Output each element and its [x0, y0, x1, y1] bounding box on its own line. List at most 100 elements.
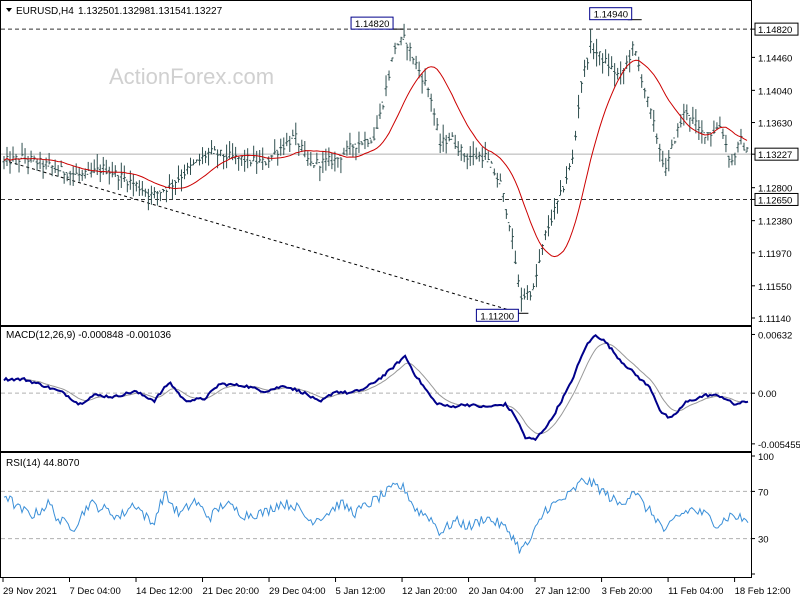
rsi-tick-label: 30 — [758, 535, 769, 546]
dropdown-arrow-icon — [6, 8, 12, 12]
annotation-label: 1.14820 — [355, 19, 389, 30]
price-bar — [264, 161, 268, 166]
price-bar — [396, 43, 400, 46]
price-bar — [345, 140, 349, 156]
price-tick-label: 1.14040 — [758, 86, 792, 97]
price-bar — [348, 132, 352, 155]
price-bar — [285, 132, 289, 147]
price-bar — [219, 149, 223, 157]
price-bar — [161, 188, 165, 193]
price-bar — [170, 179, 174, 200]
price-bar — [513, 250, 517, 265]
price-bar — [321, 150, 325, 174]
price-bar — [586, 57, 590, 70]
price-bar — [628, 49, 632, 73]
price-bar — [646, 96, 650, 108]
price-bar — [441, 124, 445, 152]
price-bars — [2, 23, 749, 312]
price-tick-label: 1.14460 — [758, 53, 792, 64]
price-bar — [252, 145, 256, 162]
time-axis: 29 Nov 2021 7 Dec 04:00 14 Dec 12:00 21 Dec… — [2, 578, 791, 597]
price-bar — [71, 166, 75, 186]
price-bar — [125, 179, 129, 193]
macd-main-line — [3, 334, 749, 442]
price-bar — [207, 147, 211, 166]
price-bar — [658, 143, 662, 162]
price-bar — [459, 144, 463, 161]
macd-axis: 0.00632 0.00 -0.005455 — [751, 330, 800, 451]
price-tick-label: 1.14820 — [758, 25, 792, 36]
price-bar — [426, 87, 430, 98]
annotation-label: 1.14940 — [594, 10, 628, 21]
price-tick-label: 1.12800 — [758, 184, 792, 195]
price-bar — [571, 149, 575, 164]
time-label: 3 Feb 20:00 — [602, 586, 653, 597]
price-bar — [736, 141, 740, 153]
price-bar — [185, 162, 189, 175]
time-label: 7 Dec 04:00 — [70, 586, 121, 597]
watermark: ActionForex.com — [109, 64, 274, 89]
price-bar — [742, 142, 746, 151]
price-bar — [501, 193, 505, 202]
price-bar — [525, 285, 529, 300]
price-bar — [682, 103, 686, 126]
price-bar — [354, 143, 358, 161]
price-bar — [360, 141, 364, 146]
price-bar — [730, 154, 734, 166]
price-bar — [384, 75, 388, 97]
price-bar — [507, 222, 511, 232]
price-bar — [225, 144, 229, 169]
price-bar — [107, 166, 111, 185]
price-tick-label: 1.13227 — [758, 150, 792, 161]
price-bar — [143, 188, 147, 197]
price-tick-label: 1.12380 — [758, 217, 792, 228]
price-bar — [167, 174, 171, 190]
annotation-box — [350, 16, 394, 30]
price-bar — [498, 173, 502, 185]
price-bar — [131, 174, 135, 197]
price-annotation: 1.14820 — [350, 16, 404, 30]
symbol-label: EURUSD,H4 — [16, 6, 74, 17]
price-bar — [483, 141, 487, 160]
price-bar — [580, 81, 584, 93]
price-bar — [462, 152, 466, 163]
price-bar — [637, 56, 641, 72]
price-bar — [700, 120, 704, 144]
price-bar — [411, 56, 415, 65]
price-tick-label: 1.11970 — [758, 249, 792, 260]
price-bar — [288, 135, 292, 152]
price-bar — [152, 187, 156, 199]
price-bar — [465, 153, 469, 170]
price-tick-box — [754, 22, 799, 36]
price-bar — [41, 160, 45, 179]
price-bar — [372, 127, 376, 141]
price-bar — [294, 122, 298, 146]
price-tick-label: 1.11550 — [758, 282, 792, 293]
price-bar — [432, 108, 436, 126]
rsi-tick-label: 70 — [758, 487, 769, 498]
price-bar — [549, 209, 553, 226]
price-bar — [715, 122, 719, 131]
price-bar — [399, 36, 403, 46]
price-bar — [234, 146, 238, 165]
price-bar — [694, 109, 698, 134]
price-bar — [510, 228, 514, 250]
price-bar — [204, 150, 208, 164]
ma-path — [3, 59, 748, 258]
price-bar — [583, 59, 587, 77]
price-bar — [519, 287, 523, 312]
rsi-axis: 100 70 30 — [751, 452, 774, 575]
price-bar — [279, 138, 283, 156]
price-bar — [435, 117, 439, 131]
price-bar — [709, 132, 713, 147]
price-bar — [189, 157, 193, 175]
price-bar — [74, 163, 78, 175]
price-bar — [649, 108, 653, 119]
price-bar — [5, 146, 9, 167]
price-bar — [32, 155, 36, 162]
trendline-segment — [8, 161, 521, 314]
price-bar — [546, 215, 550, 237]
price-bar — [312, 163, 316, 169]
moving-average-line — [3, 59, 748, 258]
